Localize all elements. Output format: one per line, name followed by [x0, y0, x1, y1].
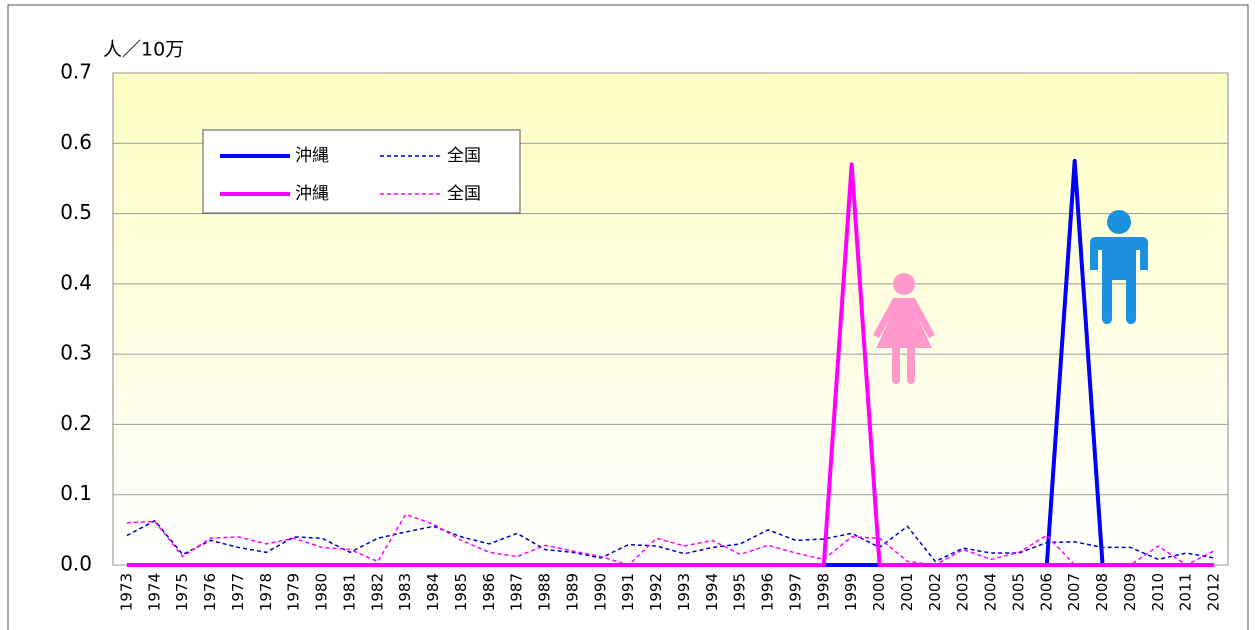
x-tick-label: 1994: [703, 573, 721, 611]
y-tick-label: 0.6: [60, 130, 92, 154]
x-tick-label: 1985: [452, 573, 470, 611]
x-tick-label: 1986: [480, 573, 498, 611]
x-tick-label: 1988: [536, 573, 554, 611]
legend-label: 全国: [447, 184, 481, 204]
x-tick-label: 1975: [173, 573, 191, 611]
x-tick-label: 2002: [926, 573, 944, 611]
x-tick-label: 1977: [229, 573, 247, 611]
series-line: [126, 519, 1215, 563]
series-line: [126, 162, 1215, 567]
y-tick-label: 0.5: [60, 200, 92, 224]
x-tick-label: 2006: [1037, 573, 1055, 611]
x-tick-label: 2010: [1149, 573, 1167, 611]
x-tick-label: 1991: [619, 573, 637, 611]
x-tick-label: 2009: [1121, 573, 1139, 611]
y-tick-label: 0.2: [60, 411, 92, 435]
x-tick-label: 1995: [731, 573, 749, 611]
x-tick-label: 2005: [1009, 573, 1027, 611]
x-tick-label: 2000: [870, 573, 888, 611]
x-tick-label: 1976: [201, 573, 219, 611]
x-tick-label: 1983: [396, 573, 414, 611]
x-tick-label: 2001: [898, 573, 916, 611]
x-tick-label: 2012: [1205, 573, 1223, 611]
x-tick-label: 1989: [563, 573, 581, 611]
x-tick-label: 2003: [954, 573, 972, 611]
chart-frame: [7, 4, 1249, 630]
x-tick-label: 1987: [508, 573, 526, 611]
y-tick-label: 0.0: [60, 552, 92, 576]
x-tick-label: 1973: [117, 573, 135, 611]
y-tick-label: 0.1: [60, 481, 92, 505]
legend-label: 全国: [447, 146, 481, 166]
female-icon: [873, 273, 935, 384]
x-tick-label: 1981: [340, 573, 358, 611]
x-tick-label: 1979: [285, 573, 303, 611]
x-tick-label: 1974: [145, 573, 163, 611]
x-tick-label: 1980: [313, 573, 331, 611]
x-tick-label: 1990: [591, 573, 609, 611]
legend-label: 沖縄: [295, 184, 329, 204]
series-line: [126, 513, 1215, 566]
x-tick-label: 2011: [1177, 573, 1195, 611]
y-tick-label: 0.4: [60, 270, 92, 294]
x-tick-label: 1984: [424, 573, 442, 611]
x-tick-label: 1992: [647, 573, 665, 611]
lines: [126, 158, 1215, 567]
x-tick-label: 2004: [982, 573, 1000, 611]
legend-label: 沖縄: [295, 146, 329, 166]
y-axis-title: 人／10万: [103, 39, 184, 61]
x-tick-label: 1996: [759, 573, 777, 611]
x-tick-label: 1993: [675, 573, 693, 611]
x-tick-label: 2007: [1065, 573, 1083, 611]
x-tick-label: 1982: [368, 573, 386, 611]
x-tick-label: 2008: [1093, 573, 1111, 611]
y-tick-label: 0.3: [60, 341, 92, 365]
labels: 0.0 0.1 0.2 0.3 0.4 0.5 0.6 0.7 1973 1974 1975 1976…: [60, 60, 1222, 612]
x-tick-label: 1999: [842, 573, 860, 611]
x-tick-label: 1998: [814, 573, 832, 611]
y-tick-label: 0.7: [60, 60, 92, 84]
x-tick-label: 1978: [257, 573, 275, 611]
legend: [202, 129, 521, 214]
male-icon: [1090, 210, 1148, 324]
x-tick-label: 1997: [786, 573, 804, 611]
